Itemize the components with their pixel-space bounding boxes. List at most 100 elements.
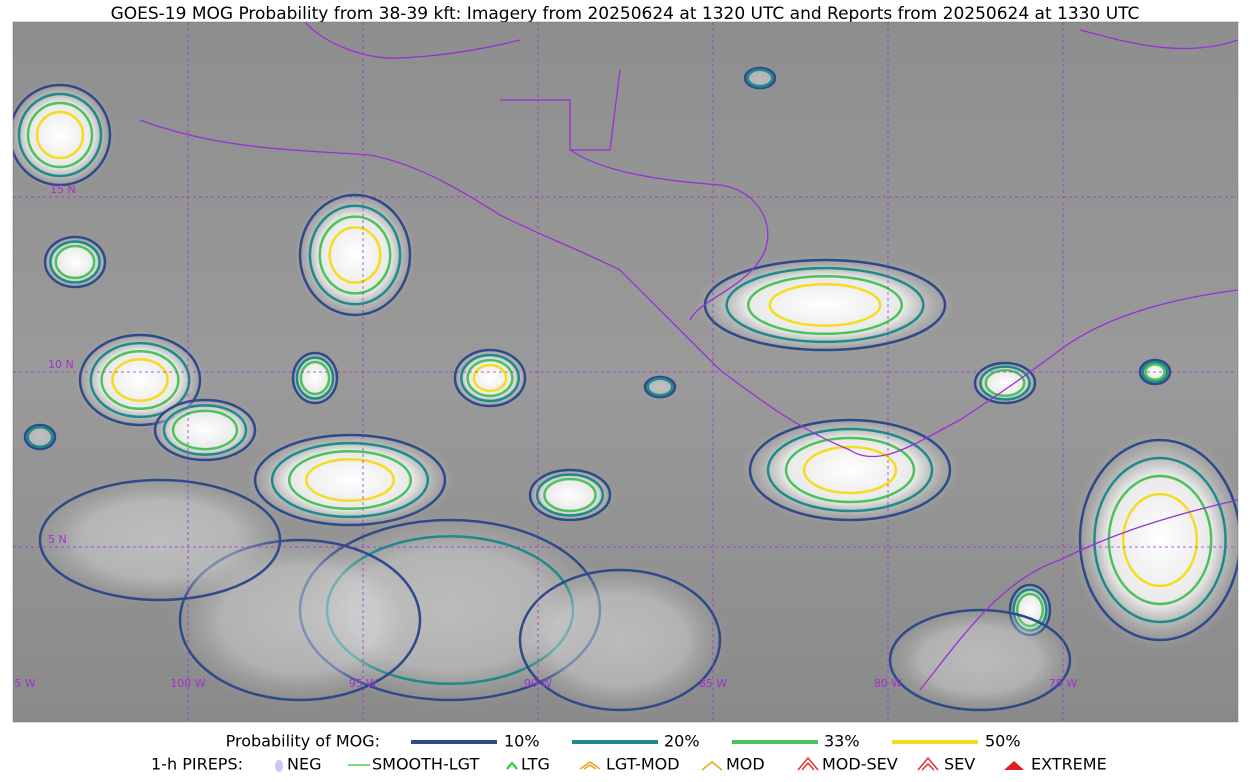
coastline xyxy=(500,69,769,321)
cloud xyxy=(150,397,260,463)
contour xyxy=(23,423,57,451)
lat-label: 15 N xyxy=(50,183,76,196)
legend-label: LGT-MOD xyxy=(606,755,680,774)
contour xyxy=(984,368,1026,398)
contour xyxy=(784,436,916,504)
contour xyxy=(38,478,282,602)
contour xyxy=(1138,358,1172,386)
contour xyxy=(888,608,1072,712)
legend-title: Probability of MOG: xyxy=(226,732,380,751)
cloud xyxy=(294,189,416,321)
contours xyxy=(13,66,1238,717)
lon-label: 95 W xyxy=(349,677,377,690)
legend-label: SMOOTH-LGT xyxy=(372,755,479,774)
contour xyxy=(746,68,774,88)
contour xyxy=(100,349,180,411)
contour xyxy=(328,226,382,284)
contour xyxy=(54,244,96,280)
legend-label: LTG xyxy=(521,755,550,774)
pirep-symbol xyxy=(701,761,723,771)
coastline xyxy=(139,119,1238,458)
contour xyxy=(1144,363,1166,381)
contour xyxy=(178,538,422,702)
contour xyxy=(162,404,248,456)
contour xyxy=(973,361,1037,405)
contour xyxy=(802,445,898,495)
grid xyxy=(13,22,1238,722)
legend: Probability of MOG: 10% 20% 33% 50% 1-h … xyxy=(151,732,1107,774)
contour xyxy=(643,375,677,399)
contour xyxy=(518,568,722,712)
contour xyxy=(253,433,447,527)
contour xyxy=(17,92,103,178)
pirep-symbol xyxy=(275,760,283,772)
contour xyxy=(43,235,107,289)
pirep-symbol xyxy=(579,761,601,770)
contour xyxy=(298,193,412,317)
coastline xyxy=(304,22,1238,691)
contour xyxy=(1107,474,1213,606)
pirep-symbol xyxy=(797,756,819,771)
legend-label: 50% xyxy=(985,732,1021,751)
legend-label: EXTREME xyxy=(1031,755,1107,774)
pirep-symbol xyxy=(917,756,939,771)
contour xyxy=(748,418,952,522)
contour xyxy=(453,348,527,408)
contour xyxy=(460,353,520,403)
legend-label: MOD xyxy=(726,755,765,774)
map-frame xyxy=(12,21,1239,723)
contour xyxy=(35,110,85,160)
contour xyxy=(13,83,112,187)
contour xyxy=(89,341,191,419)
contour xyxy=(291,351,339,405)
contour xyxy=(287,449,413,511)
legend-label: SEV xyxy=(944,755,975,774)
legend-label: MOD-SEV xyxy=(822,755,898,774)
contour xyxy=(1078,438,1238,642)
legend-title: 1-h PIREPS: xyxy=(151,755,243,774)
contour xyxy=(746,274,904,336)
cloud xyxy=(13,80,115,190)
contour xyxy=(308,204,402,306)
lon-label: 90 W xyxy=(524,677,552,690)
contour xyxy=(725,266,925,344)
contour xyxy=(111,358,169,402)
contour xyxy=(295,356,335,400)
contour xyxy=(466,358,514,398)
contour xyxy=(646,377,674,397)
contour xyxy=(979,365,1031,401)
lon-label: 105 W xyxy=(0,677,35,690)
lon-label: 80 W xyxy=(874,677,902,690)
legend-label: 20% xyxy=(664,732,700,751)
title: GOES-19 MOG Probability from 38-39 kft: … xyxy=(111,4,1140,24)
contour xyxy=(543,477,597,513)
pirep-symbol xyxy=(1004,761,1024,770)
contour xyxy=(1121,492,1199,588)
contour xyxy=(171,409,239,451)
lon-label: 75 W xyxy=(1049,677,1077,690)
lon-label: 100 W xyxy=(170,677,205,690)
contour xyxy=(768,283,882,327)
cloud xyxy=(28,474,292,606)
cloud xyxy=(245,430,455,530)
cloud xyxy=(881,605,1079,715)
cloud xyxy=(510,563,730,717)
contour xyxy=(153,398,257,462)
contour xyxy=(766,427,934,513)
legend-label: NEG xyxy=(287,755,321,774)
contour xyxy=(26,425,54,449)
contour xyxy=(78,333,202,427)
contour xyxy=(743,66,777,90)
contour xyxy=(270,441,430,519)
cloud xyxy=(1072,430,1238,650)
contour xyxy=(299,360,331,396)
legend-label: 10% xyxy=(504,732,540,751)
contour xyxy=(472,363,508,393)
cloud xyxy=(740,415,960,525)
contour xyxy=(49,240,101,284)
contour xyxy=(528,468,612,522)
lat-label: 5 N xyxy=(48,533,67,546)
lat-label: 10 N xyxy=(48,358,74,371)
lon-label: 85 W xyxy=(699,677,727,690)
